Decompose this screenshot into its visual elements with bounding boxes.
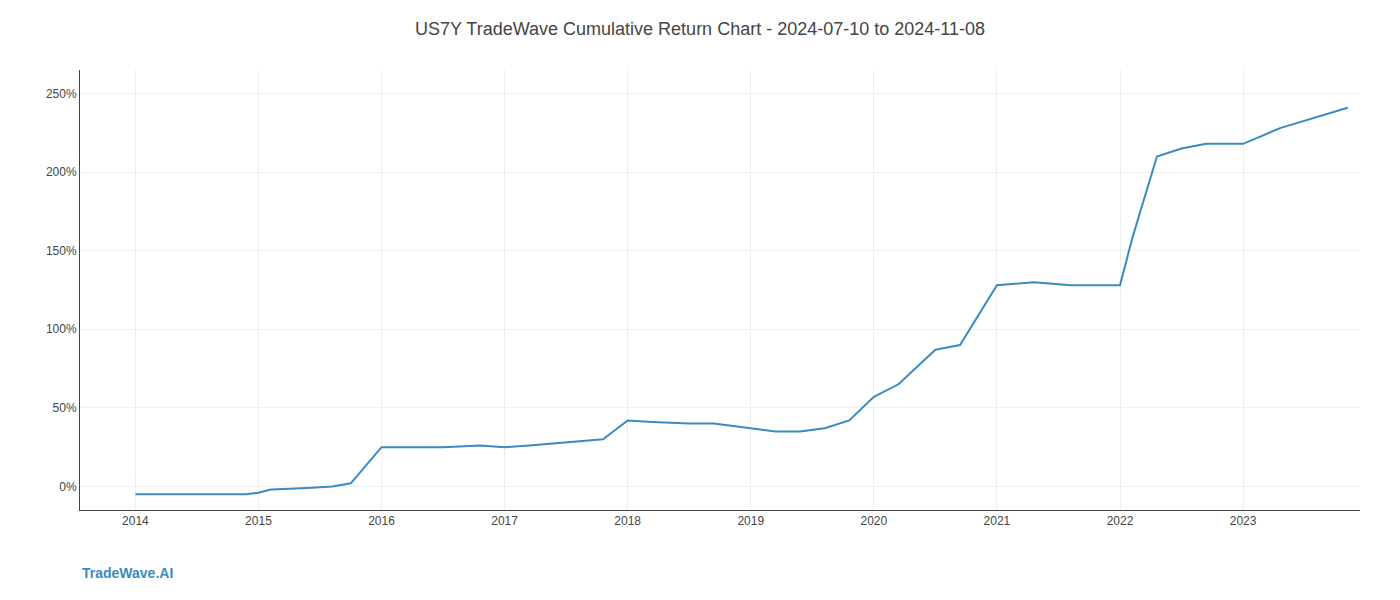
svg-text:2021: 2021 [984,514,1011,528]
svg-text:2017: 2017 [491,514,518,528]
svg-text:2016: 2016 [368,514,395,528]
svg-text:2020: 2020 [860,514,887,528]
svg-text:150%: 150% [46,244,77,258]
svg-text:US7Y TradeWave Cumulative Retu: US7Y TradeWave Cumulative Return Chart -… [415,19,985,39]
svg-text:2014: 2014 [122,514,149,528]
svg-text:200%: 200% [46,165,77,179]
svg-text:2019: 2019 [737,514,764,528]
svg-text:2018: 2018 [614,514,641,528]
svg-text:50%: 50% [53,401,77,415]
svg-text:0%: 0% [59,480,77,494]
svg-text:2023: 2023 [1230,514,1257,528]
svg-text:2022: 2022 [1107,514,1134,528]
svg-text:TradeWave.AI: TradeWave.AI [82,565,173,581]
svg-text:2015: 2015 [245,514,272,528]
svg-text:100%: 100% [46,322,77,336]
svg-text:250%: 250% [46,87,77,101]
